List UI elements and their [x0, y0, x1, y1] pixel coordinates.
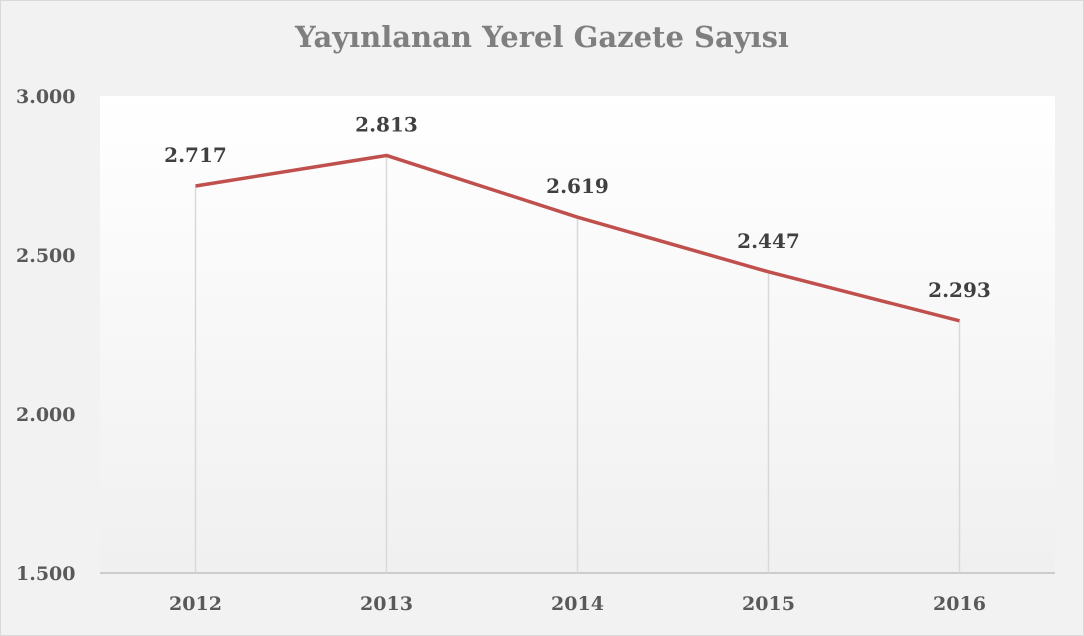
y-tick-label: 3.000 — [16, 86, 76, 108]
x-tick-label: 2013 — [360, 593, 413, 615]
y-tick-label: 1.500 — [16, 563, 76, 585]
x-tick-label: 2016 — [933, 593, 986, 615]
y-tick-label: 2.500 — [16, 245, 76, 267]
data-label: 2.293 — [928, 278, 991, 302]
chart-title: Yayınlanan Yerel Gazete Sayısı — [295, 20, 789, 54]
x-tick-label: 2012 — [169, 593, 222, 615]
x-tick-label: 2014 — [551, 593, 604, 615]
series-line — [195, 153, 960, 323]
y-tick-label: 2.000 — [16, 404, 76, 426]
data-label: 2.717 — [164, 143, 227, 167]
data-label: 2.619 — [546, 174, 609, 198]
data-label: 2.447 — [737, 229, 800, 253]
x-tick-label: 2015 — [742, 593, 795, 615]
data-label: 2.813 — [355, 112, 418, 136]
